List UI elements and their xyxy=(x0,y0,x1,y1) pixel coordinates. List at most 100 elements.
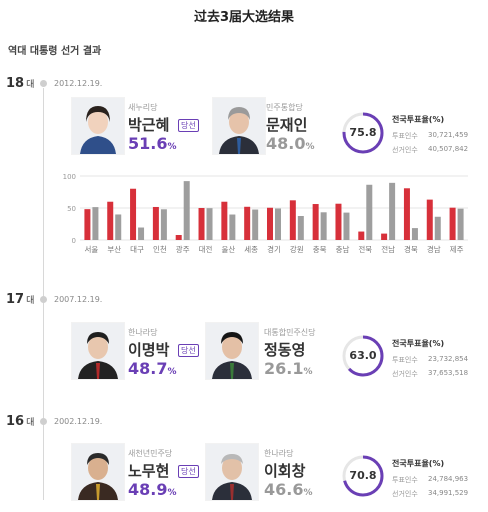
winner-name: 노무현 xyxy=(128,462,170,480)
winner-party: 한나라당 xyxy=(128,328,158,337)
candidate-photo-winner xyxy=(71,322,125,380)
x-tick-label: 부산 xyxy=(107,244,121,254)
turnout-value: 70.8 xyxy=(349,469,377,482)
election-number-17: 17 대 xyxy=(6,292,35,307)
x-tick-label: 세종 xyxy=(244,245,258,254)
electorate-value: 37,653,518 xyxy=(428,369,469,377)
bar-gray xyxy=(183,181,190,240)
electorate-value: 34,991,529 xyxy=(428,489,469,497)
loser-party: 대통합민주신당 xyxy=(264,328,316,337)
loser-name: 이회창 xyxy=(264,462,306,480)
voters-label: 투표인수 xyxy=(392,356,418,364)
election-date: 2002.12.19. xyxy=(54,417,103,426)
timeline-dot xyxy=(40,418,47,425)
bar-red xyxy=(221,201,228,240)
turnout-ring xyxy=(342,335,384,377)
bar-red xyxy=(130,188,137,240)
voters-value: 30,721,459 xyxy=(428,131,469,139)
bar-gray xyxy=(252,209,259,240)
x-tick-label: 울산 xyxy=(221,244,235,254)
y-tick-label: 50 xyxy=(67,205,76,213)
candidate-photo-winner xyxy=(71,443,125,501)
bar-gray xyxy=(320,212,327,240)
regional-results-chart: 0 50 100 서울 부산 대구 인천 광주 대전 울산 세종 경기 강원 충북 충남 전북 전남 경북 경남 제주 xyxy=(63,173,468,254)
winner-name: 이명박 xyxy=(128,341,170,359)
x-tick-label: 대전 xyxy=(199,244,213,254)
bar-gray xyxy=(160,209,167,240)
bar-gray xyxy=(275,208,281,240)
voters-value: 23,732,854 xyxy=(428,355,469,363)
bar-gray xyxy=(138,227,145,240)
bar-red xyxy=(198,208,205,240)
bar-gray xyxy=(229,214,236,240)
winner-percent: 48.7% xyxy=(128,359,177,378)
timeline-line xyxy=(43,88,44,500)
y-tick-label: 100 xyxy=(63,173,76,181)
winner-name: 박근혜 xyxy=(128,116,170,134)
bar-gray xyxy=(434,216,441,240)
x-tick-label: 제주 xyxy=(450,245,464,254)
x-tick-label: 강원 xyxy=(290,244,304,254)
bar-red xyxy=(426,199,433,240)
winner-percent: 48.9% xyxy=(128,480,177,499)
section-subtitle: 역대 대통령 선거 결과 xyxy=(8,46,102,57)
bar-red xyxy=(244,206,251,240)
bar-gray xyxy=(411,228,418,240)
loser-name: 문재인 xyxy=(266,116,308,134)
x-tick-label: 전남 xyxy=(381,244,395,254)
bar-red xyxy=(152,206,159,240)
turnout-title: 전국투표율(%) xyxy=(392,459,445,468)
election-date: 2007.12.19. xyxy=(54,295,103,304)
loser-name: 정동영 xyxy=(264,341,306,359)
bar-red xyxy=(267,207,273,240)
winner-percent: 51.6% xyxy=(128,134,177,153)
bar-gray xyxy=(297,216,304,240)
bar-gray xyxy=(92,207,99,240)
electorate-label: 선거인수 xyxy=(392,146,418,154)
winner-badge: 당선 xyxy=(178,344,199,357)
x-tick-label: 충남 xyxy=(336,245,350,254)
bar-red xyxy=(84,209,91,240)
winner-party: 새누리당 xyxy=(128,103,158,112)
loser-percent: 48.0% xyxy=(266,134,315,153)
bar-red xyxy=(107,201,114,240)
x-tick-label: 전북 xyxy=(358,244,372,254)
turnout-title: 전국투표율(%) xyxy=(392,339,445,348)
candidate-photo-winner xyxy=(71,97,125,155)
turnout-ring xyxy=(342,455,384,497)
x-tick-label: 경남 xyxy=(427,244,441,254)
x-tick-label: 인천 xyxy=(153,244,167,254)
electorate-label: 선거인수 xyxy=(392,370,418,378)
x-tick-label: 충북 xyxy=(313,245,327,254)
x-tick-label: 경기 xyxy=(267,244,281,254)
voters-label: 투표인수 xyxy=(392,132,418,140)
winner-badge: 당선 xyxy=(178,465,199,478)
x-tick-label: 광주 xyxy=(176,244,190,254)
turnout-value: 63.0 xyxy=(349,349,377,362)
turnout-value: 75.8 xyxy=(349,126,377,139)
bar-gray xyxy=(115,214,122,240)
candidate-photo-loser xyxy=(205,322,259,380)
bar-gray xyxy=(366,184,373,240)
voters-label: 투표인수 xyxy=(392,476,418,484)
bar-red xyxy=(289,200,296,240)
electorate-value: 40,507,842 xyxy=(428,145,469,153)
bar-gray xyxy=(206,208,213,240)
bar-red xyxy=(335,203,342,240)
page-title: 过去3届大选结果 xyxy=(193,10,295,25)
candidate-photo-loser xyxy=(205,443,259,501)
bar-gray xyxy=(457,208,464,240)
election-number-18: 18 대 xyxy=(6,76,35,91)
loser-party: 한나라당 xyxy=(264,449,294,458)
bar-gray xyxy=(389,182,396,240)
timeline-dot xyxy=(40,80,47,87)
bar-red xyxy=(358,231,365,240)
x-tick-label: 서울 xyxy=(85,245,99,254)
turnout-ring xyxy=(342,112,384,154)
bar-red xyxy=(381,233,388,240)
loser-percent: 26.1% xyxy=(264,359,313,378)
bar-gray xyxy=(343,212,350,240)
bar-red xyxy=(175,235,182,240)
bar-red xyxy=(449,207,456,240)
winner-badge: 당선 xyxy=(178,119,199,132)
